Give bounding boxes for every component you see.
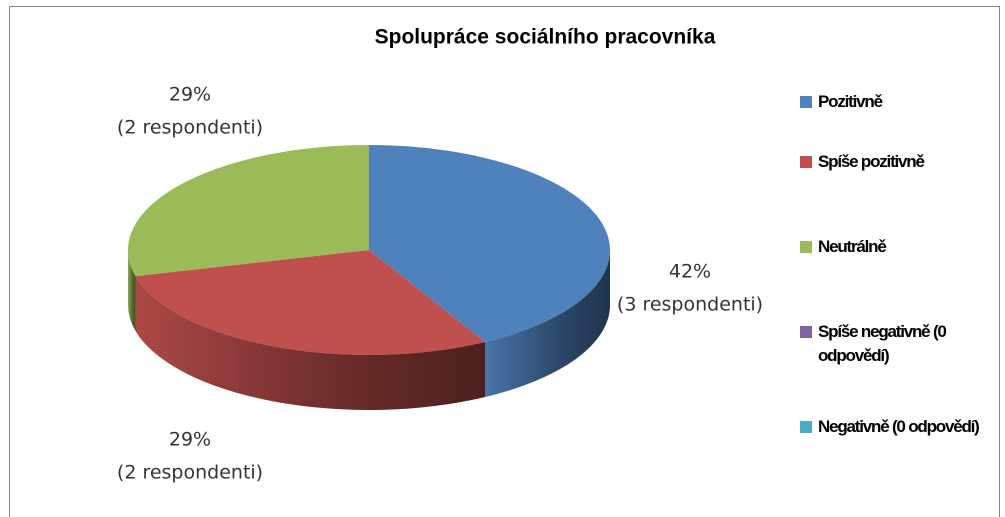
pie-side-shade [128, 250, 136, 332]
data-label: 29% [169, 84, 211, 106]
legend-item: Spíše pozitivně [800, 150, 985, 174]
data-label: (2 respondenti) [117, 117, 263, 139]
legend-item: Pozitivně [800, 90, 985, 114]
legend-label: Negativně (0 odpovědí) [818, 417, 980, 436]
legend-item: Neutrálně [800, 235, 985, 259]
legend-swatch [800, 96, 812, 108]
data-label: 29% [169, 429, 211, 451]
legend-swatch [800, 156, 812, 168]
legend-label: Spíše pozitivně [818, 152, 925, 171]
legend-label: Neutrálně [818, 237, 887, 256]
legend-item: Negativně (0 odpovědí) [800, 415, 985, 439]
chart-title: Spolupráce sociálního pracovníka [375, 26, 716, 49]
pie-slice [135, 250, 486, 355]
legend-swatch [800, 421, 812, 433]
pie-slice [369, 145, 610, 343]
data-label: (3 respondenti) [617, 294, 763, 316]
legend-item: Spíše negativně (0 odpovědí) [800, 320, 985, 368]
pie-slice [127, 145, 369, 277]
data-label: (2 respondenti) [117, 462, 263, 484]
pie-side-shade [135, 276, 486, 410]
legend-label: Pozitivně [818, 92, 883, 111]
frame [9, 6, 1000, 517]
pie-side-shade [485, 250, 610, 398]
legend-swatch [800, 326, 812, 338]
data-label: 42% [669, 261, 711, 283]
legend-swatch [800, 241, 812, 253]
legend-label: Spíše negativně (0 odpovědí) [818, 322, 947, 365]
